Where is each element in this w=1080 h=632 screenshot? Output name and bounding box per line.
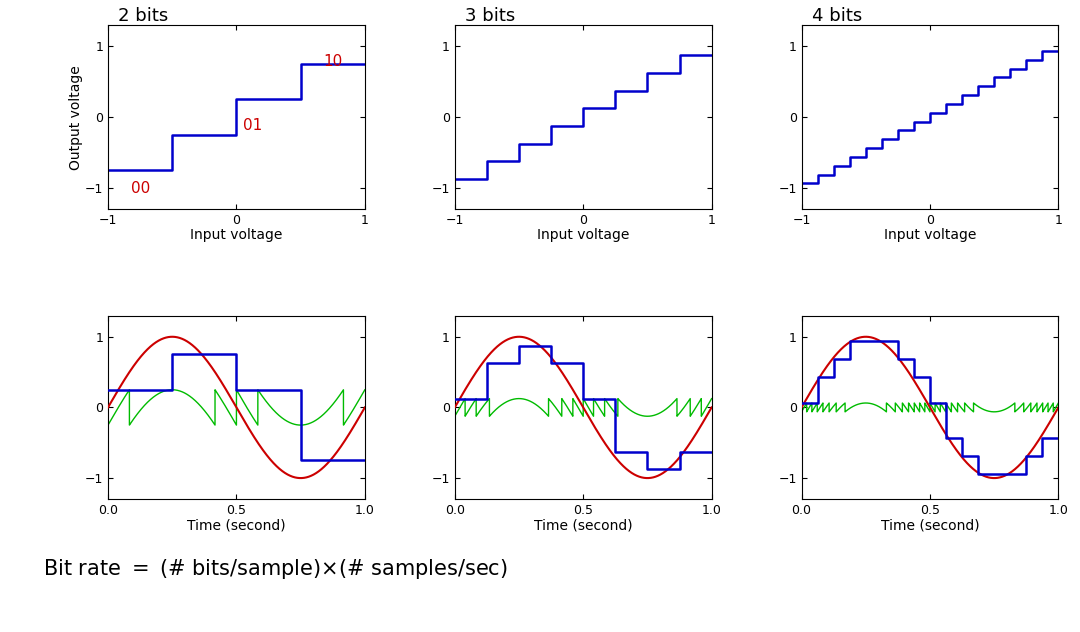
Y-axis label: Output voltage: Output voltage — [69, 64, 83, 169]
X-axis label: Time (second): Time (second) — [187, 518, 286, 533]
X-axis label: Input voltage: Input voltage — [190, 228, 283, 242]
X-axis label: Time (second): Time (second) — [880, 518, 980, 533]
Text: 10: 10 — [324, 54, 343, 70]
X-axis label: Input voltage: Input voltage — [883, 228, 976, 242]
Text: 00: 00 — [131, 181, 150, 197]
X-axis label: Input voltage: Input voltage — [537, 228, 630, 242]
Text: 01: 01 — [243, 118, 262, 133]
Text: 2 bits: 2 bits — [119, 7, 168, 25]
Text: Bit rate $=$ ($\#$ bits/sample)$\times$($\#$ samples/sec): Bit rate $=$ ($\#$ bits/sample)$\times$(… — [43, 557, 508, 581]
X-axis label: Time (second): Time (second) — [534, 518, 633, 533]
Text: 4 bits: 4 bits — [812, 7, 862, 25]
Text: 3 bits: 3 bits — [465, 7, 515, 25]
